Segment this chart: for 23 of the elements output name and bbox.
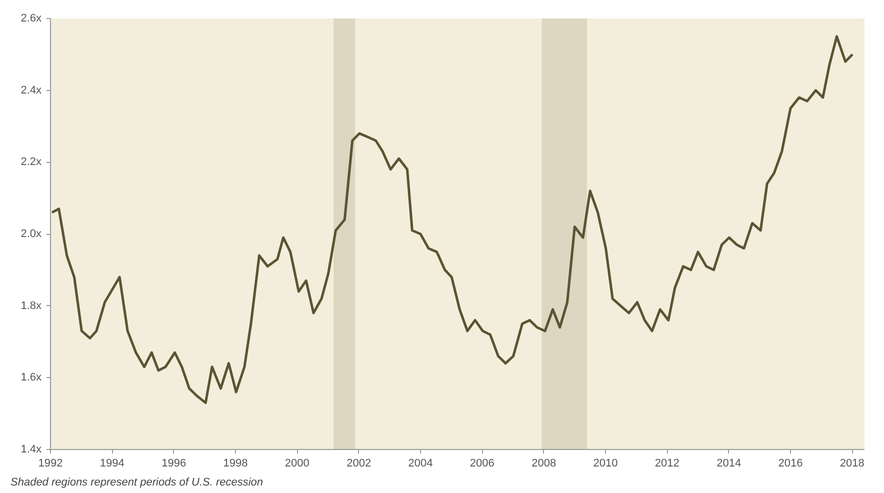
x-tick-label: 2014 <box>716 458 742 470</box>
line-series <box>50 35 854 404</box>
y-tick-label: 2.2x <box>20 156 42 168</box>
y-tick-label: 1.4x <box>20 444 42 456</box>
x-tick-label: 1994 <box>100 458 124 470</box>
x-tick-label: 2004 <box>408 458 433 470</box>
x-tick-label: 1992 <box>38 458 63 470</box>
text: Shaded regions represent periods of U.S. recession <box>10 476 264 488</box>
y-tick-label: 2.6x <box>20 12 42 24</box>
x-tick-label: 2016 <box>778 458 803 470</box>
x-tick-label: 2012 <box>654 458 680 470</box>
x-tick-label: 2002 <box>346 458 372 470</box>
y-tick-label: 1.8x <box>20 300 42 312</box>
y-tick-label: 2.4x <box>20 84 42 96</box>
y-tick-label: 2.0x <box>20 228 42 240</box>
x-tick-label: 2018 <box>840 458 864 470</box>
x-tick-label: 2006 <box>470 458 494 470</box>
y-tick-label: 1.6x <box>20 372 42 384</box>
x-tick-label: 2000 <box>284 458 310 470</box>
x-tick-label: 1996 <box>162 458 186 470</box>
x-tick-label: 2008 <box>532 458 556 470</box>
x-tick-label: 2010 <box>593 458 618 470</box>
x-tick-label: 1998 <box>223 458 248 470</box>
